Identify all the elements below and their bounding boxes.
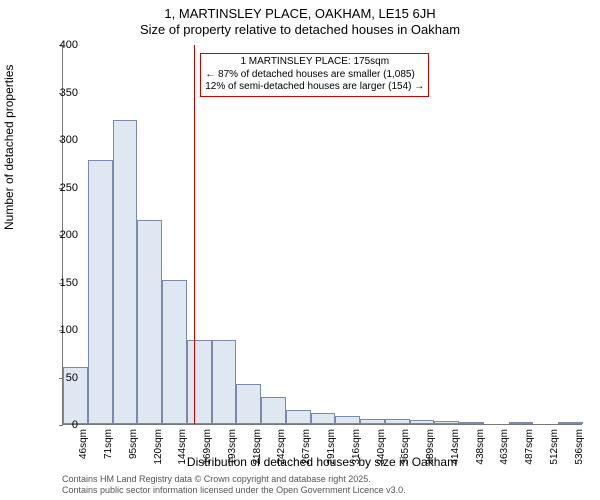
x-tick-label: 536sqm (574, 429, 585, 465)
histogram-bar (187, 340, 212, 424)
y-axis-label: Number of detached properties (2, 65, 16, 230)
chart-subtitle: Size of property relative to detached ho… (0, 22, 600, 37)
histogram-bar (236, 384, 261, 424)
histogram-bar (558, 422, 583, 424)
x-tick-label: 316sqm (351, 429, 362, 465)
histogram-bar (434, 421, 459, 424)
histogram-bar (459, 422, 484, 424)
x-tick-label: 71sqm (103, 429, 114, 459)
x-tick-label: 463sqm (499, 429, 510, 465)
chart-title-address: 1, MARTINSLEY PLACE, OAKHAM, LE15 6JH (0, 6, 600, 21)
x-tick-label: 267sqm (301, 429, 312, 465)
x-tick-label: 365sqm (400, 429, 411, 465)
chart-container: 1, MARTINSLEY PLACE, OAKHAM, LE15 6JH Si… (0, 0, 600, 500)
x-tick-label: 120sqm (153, 429, 164, 465)
x-tick-label: 389sqm (425, 429, 436, 465)
plot-area: 1 MARTINSLEY PLACE: 175sqm← 87% of detac… (62, 45, 582, 425)
y-tick-label: 200 (48, 229, 78, 241)
y-tick-label: 250 (48, 182, 78, 194)
x-tick-label: 340sqm (376, 429, 387, 465)
x-tick-label: 46sqm (78, 429, 89, 459)
histogram-bar (261, 397, 286, 424)
histogram-bar (162, 280, 187, 424)
property-callout: 1 MARTINSLEY PLACE: 175sqm← 87% of detac… (200, 53, 429, 97)
x-tick-label: 144sqm (177, 429, 188, 465)
y-tick-label: 400 (48, 39, 78, 51)
histogram-bar (509, 422, 534, 424)
y-tick-label: 0 (48, 419, 78, 431)
x-tick-label: 487sqm (524, 429, 535, 465)
callout-line-smaller: ← 87% of detached houses are smaller (1,… (205, 69, 424, 82)
histogram-bar (335, 416, 360, 424)
x-tick-label: 438sqm (475, 429, 486, 465)
x-tick-label: 95sqm (128, 429, 139, 459)
x-tick-label: 414sqm (450, 429, 461, 465)
y-tick-label: 350 (48, 87, 78, 99)
x-tick-label: 291sqm (326, 429, 337, 465)
histogram-bar (311, 413, 336, 424)
histogram-bar (410, 420, 435, 424)
histogram-bar (360, 419, 385, 424)
attribution-line2: Contains public sector information licen… (62, 485, 406, 496)
x-tick-label: 169sqm (202, 429, 213, 465)
histogram-bar (385, 419, 410, 424)
histogram-bar (212, 340, 237, 424)
y-tick-label: 150 (48, 277, 78, 289)
attribution-text: Contains HM Land Registry data © Crown c… (62, 474, 406, 496)
callout-line-larger: 12% of semi-detached houses are larger (… (205, 81, 424, 94)
histogram-bar (286, 410, 311, 424)
histogram-bar (137, 220, 162, 424)
x-tick-label: 193sqm (227, 429, 238, 465)
x-tick-label: 218sqm (252, 429, 263, 465)
y-tick-label: 300 (48, 134, 78, 146)
histogram-bar (113, 120, 138, 424)
attribution-line1: Contains HM Land Registry data © Crown c… (62, 474, 406, 485)
property-marker-line (194, 45, 195, 424)
x-tick-label: 512sqm (549, 429, 560, 465)
x-tick-label: 242sqm (276, 429, 287, 465)
y-tick-label: 50 (48, 372, 78, 384)
callout-title: 1 MARTINSLEY PLACE: 175sqm (205, 56, 424, 69)
y-tick-label: 100 (48, 324, 78, 336)
histogram-bar (88, 160, 113, 424)
